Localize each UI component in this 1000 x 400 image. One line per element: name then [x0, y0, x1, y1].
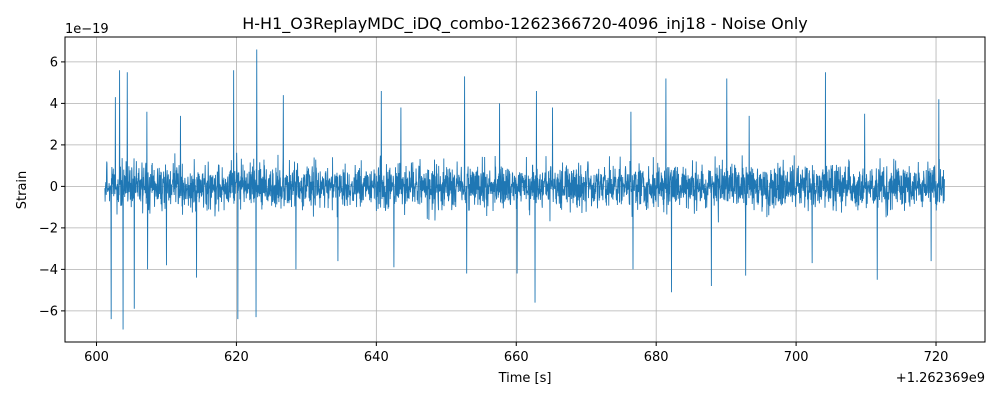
x-tick-label: 600: [84, 350, 109, 365]
x-axis-label: Time [s]: [498, 371, 552, 386]
y-axis-label: Strain: [15, 171, 30, 210]
x-tick-label: 700: [784, 350, 809, 365]
y-tick-label: 6: [50, 55, 58, 70]
axes-frame: [64, 36, 986, 343]
y-tick-label: −2: [39, 221, 58, 236]
y-axis-ticks: −6 −4 −2 0 2 4 6: [39, 55, 65, 319]
y-axis-scale-label: 1e−19: [65, 22, 109, 37]
y-tick-label: −6: [39, 304, 58, 319]
x-tick-label: 660: [504, 350, 529, 365]
y-tick-label: 2: [50, 138, 58, 153]
chart-title: H-H1_O3ReplayMDC_iDQ_combo-1262366720-40…: [242, 14, 808, 34]
plot-area: [104, 49, 945, 330]
x-tick-label: 640: [364, 350, 389, 365]
y-tick-label: −4: [39, 263, 58, 278]
x-tick-label: 680: [644, 350, 669, 365]
x-axis-offset-label: +1.262369e9: [896, 371, 985, 386]
strain-series-line: [104, 49, 945, 330]
y-tick-label: 0: [50, 180, 58, 195]
x-tick-label: 720: [924, 350, 949, 365]
y-tick-label: 4: [50, 97, 58, 112]
x-axis-ticks: 600 620 640 660 680 700 720: [84, 342, 948, 365]
x-tick-label: 620: [224, 350, 249, 365]
